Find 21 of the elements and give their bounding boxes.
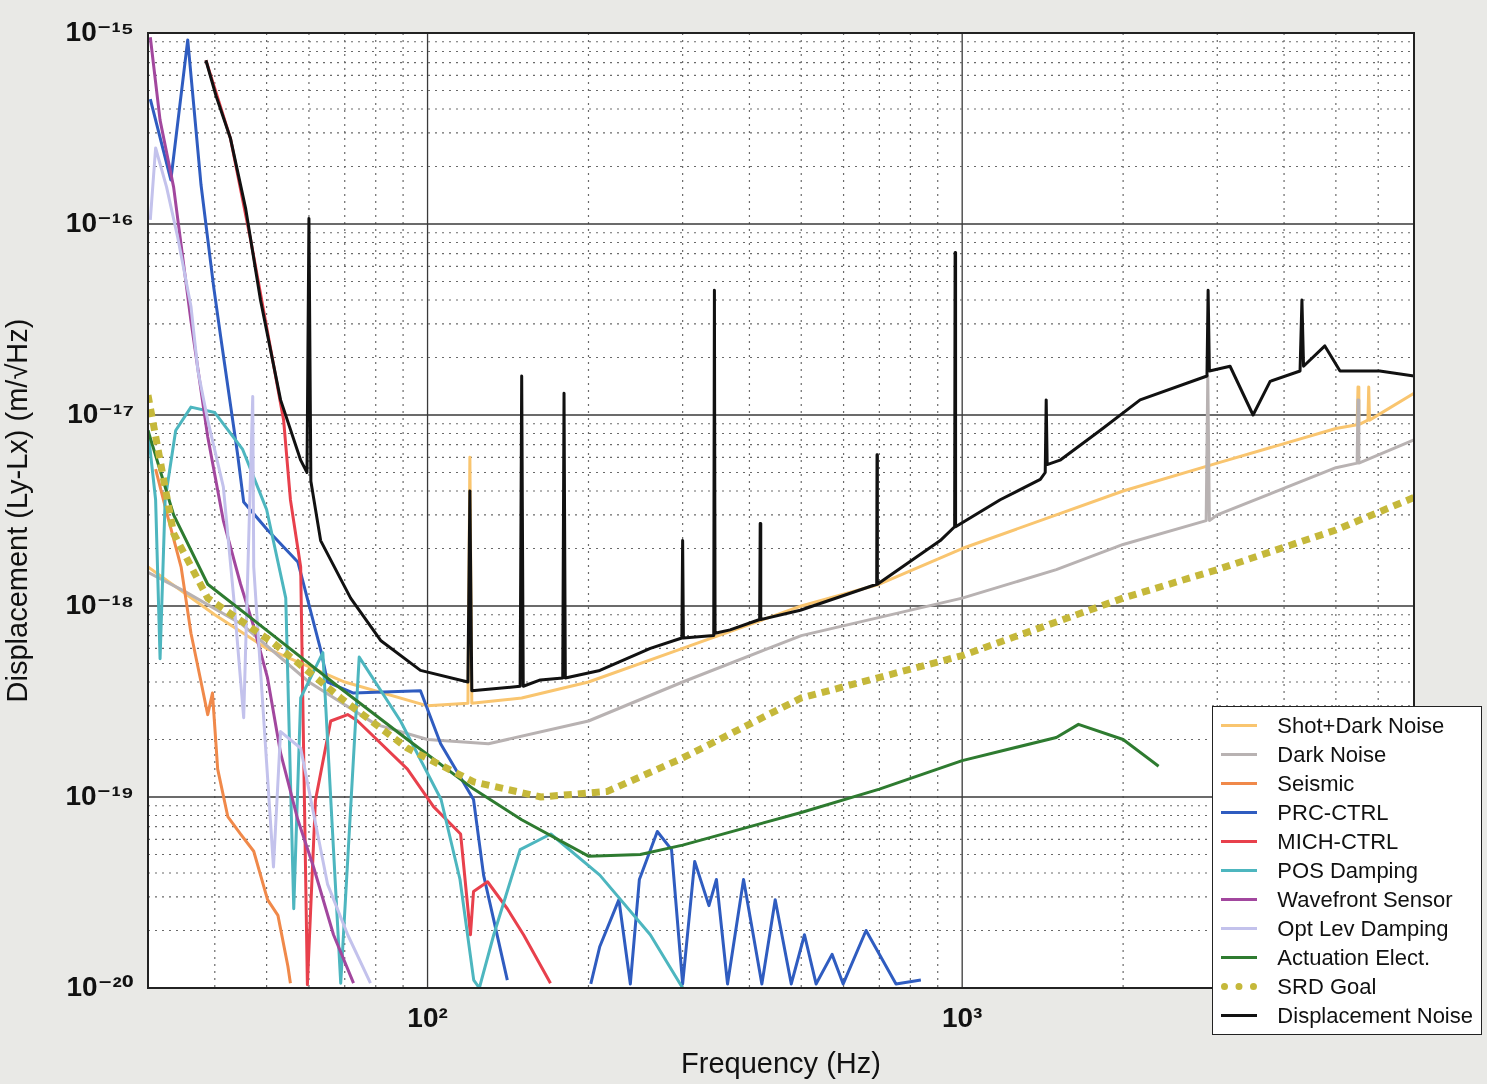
x-tick-label: 10³	[941, 1001, 983, 1033]
y-tick-label: 10⁻¹⁶	[65, 206, 134, 238]
y-tick-label: 10⁻¹⁷	[67, 397, 134, 429]
legend-label: Wavefront Sensor	[1277, 886, 1453, 913]
legend-label: Shot+Dark Noise	[1277, 712, 1445, 739]
y-tick-label: 10⁻¹⁹	[65, 779, 134, 811]
legend-label: Displacement Noise	[1277, 1002, 1473, 1029]
legend-label: Seismic	[1277, 770, 1355, 797]
x-axis-title: Frequency (Hz)	[681, 1046, 881, 1079]
y-tick-label: 10⁻²⁰	[66, 970, 134, 1002]
legend-label: Opt Lev Damping	[1277, 915, 1449, 942]
y-tick-label: 10⁻¹⁸	[65, 588, 134, 620]
legend-label: MICH-CTRL	[1277, 828, 1399, 855]
legend-label: PRC-CTRL	[1277, 799, 1389, 826]
x-tick-label: 10²	[407, 1001, 448, 1033]
legend-label: Dark Noise	[1277, 741, 1387, 768]
y-tick-label: 10⁻¹⁵	[65, 15, 134, 47]
y-axis-title: Displacement (Ly-Lx) (m/√Hz)	[1, 318, 34, 703]
legend-label: POS Damping	[1277, 857, 1418, 884]
legend-label: Actuation Elect.	[1277, 944, 1431, 971]
legend-label: SRD Goal	[1277, 973, 1377, 1000]
